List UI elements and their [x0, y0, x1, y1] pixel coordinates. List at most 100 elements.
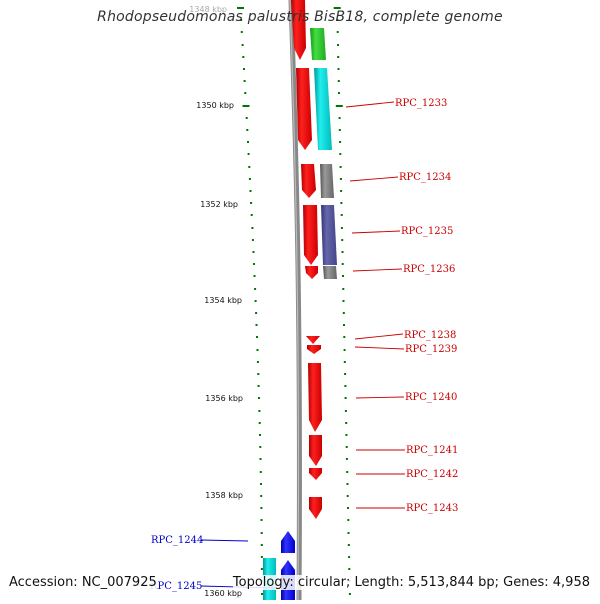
ruler-tick-right: [340, 190, 343, 192]
ruler-tick-left: [257, 385, 260, 387]
gene-label-rpc-1245[interactable]: RPC_1245: [150, 581, 202, 592]
gene-label-rpc-1233[interactable]: RPC_1233: [395, 98, 447, 109]
ruler-tick-left: [243, 68, 245, 70]
gene-arrow-red[interactable]: [309, 468, 322, 480]
gene-arrow-red[interactable]: [303, 205, 318, 265]
ruler-label: 1348 kbp: [189, 5, 227, 14]
gene-arrow-grey[interactable]: [323, 266, 337, 279]
gene-label-rpc-1240[interactable]: RPC_1240: [405, 392, 457, 403]
ruler-tick-right: [336, 31, 339, 33]
leader-line: [352, 268, 403, 272]
ruler-tick-right: [348, 556, 351, 558]
ruler-tick-left: [252, 251, 255, 253]
ruler-tick-left: [256, 349, 259, 351]
ruler-tick-right: [343, 336, 346, 338]
ruler-tick-left: [255, 312, 258, 314]
ruler-tick-left: [240, 31, 243, 33]
gene-arrow-red[interactable]: [296, 68, 312, 150]
ruler-tick-left: [256, 361, 259, 363]
ruler-label: 1354 kbp: [204, 296, 242, 305]
ruler-ticks-right: [333, 7, 351, 595]
ruler-tick-left: [247, 141, 249, 143]
ruler-tick-left: [249, 190, 252, 192]
ruler-tick-right: [348, 593, 351, 595]
ruler-tick-left: [242, 105, 250, 107]
ruler-tick-right: [343, 349, 346, 351]
ruler-tick-left: [260, 519, 263, 521]
ruler-tick-left: [259, 434, 261, 436]
ruler-tick-left: [256, 336, 258, 338]
ruler-label: 1356 kbp: [205, 394, 243, 403]
gene-label-rpc-1239[interactable]: RPC_1239: [405, 344, 457, 355]
gene-arrow-grey[interactable]: [320, 164, 334, 198]
ruler-tick-left: [237, 7, 244, 9]
ruler-tick-right: [340, 202, 343, 204]
ruler-tick-right: [342, 275, 344, 277]
leader-line: [354, 346, 405, 350]
gene-label-rpc-1236[interactable]: RPC_1236: [403, 264, 455, 275]
ruler-tick-right: [337, 44, 339, 46]
ruler-tick-left: [251, 239, 254, 241]
gene-label-rpc-1242[interactable]: RPC_1242: [406, 469, 458, 480]
ruler-tick-right: [337, 80, 340, 82]
leader-line: [355, 396, 405, 399]
gene-arrow-red[interactable]: [305, 266, 318, 279]
gene-label-rpc-1241[interactable]: RPC_1241: [406, 445, 458, 456]
ruler-tick-left: [246, 129, 249, 131]
ruler-tick-right: [345, 434, 348, 436]
ruler-tick-right: [348, 568, 351, 570]
gene-label-rpc-1238[interactable]: RPC_1238: [404, 330, 456, 341]
gene-arrow-slate[interactable]: [321, 205, 337, 265]
ruler-tick-right: [339, 153, 342, 155]
ruler-tick-left: [255, 324, 258, 326]
ruler-tick-left: [248, 178, 251, 180]
ruler-tick-right: [335, 105, 343, 107]
gene-label-rpc-1235[interactable]: RPC_1235: [401, 226, 453, 237]
ruler-tick-right: [338, 117, 341, 119]
ruler-tick-right: [341, 239, 344, 241]
gene-labels: RPC_1233 RPC_1234 RPC_1235 RPC_1236 RPC_…: [150, 98, 458, 592]
gene-label-rpc-1243[interactable]: RPC_1243: [406, 503, 458, 514]
ruler-tick-left: [260, 544, 263, 546]
gene-arrow-red[interactable]: [291, 0, 306, 60]
ruler-tick-right: [336, 19, 339, 21]
gene-arrow-red[interactable]: [306, 336, 320, 344]
ruler-tick-left: [260, 495, 263, 497]
gene-arrow-cyan[interactable]: [314, 68, 332, 150]
ruler-tick-left: [261, 593, 263, 595]
ruler-tick-left: [242, 56, 245, 58]
tick-marks: [237, 7, 351, 595]
gene-leader-lines: [200, 101, 405, 589]
ruler-tick-right: [340, 227, 343, 229]
leader-line: [349, 176, 399, 182]
ruler-tick-left: [244, 92, 247, 94]
ruler-tick-left: [257, 373, 260, 375]
ruler-tick-left: [253, 275, 256, 277]
ruler-tick-right: [337, 56, 340, 58]
ruler-tick-right: [339, 166, 342, 168]
ruler-tick-left: [251, 227, 254, 229]
gene-arrow-red[interactable]: [301, 164, 316, 198]
gene-arrow-blue[interactable]: [281, 531, 295, 553]
ruler-tick-left: [250, 202, 253, 204]
ruler-tick-right: [345, 446, 348, 448]
ruler-tick-right: [343, 324, 345, 326]
gene-features: [263, 0, 337, 600]
ruler-tick-left: [258, 410, 261, 412]
ruler-tick-left: [258, 397, 260, 399]
gene-arrow-red[interactable]: [309, 497, 322, 519]
ruler-tick-left: [240, 19, 243, 21]
ruler-tick-right: [337, 68, 340, 70]
gene-arrow-red[interactable]: [309, 435, 322, 466]
gene-arrow-green[interactable]: [310, 28, 326, 60]
ruler-tick-left: [259, 458, 262, 460]
gene-arrow-red[interactable]: [308, 363, 322, 432]
ruler-tick-right: [339, 141, 342, 143]
ruler-label: 1352 kbp: [200, 200, 238, 209]
ruler-tick-left: [260, 483, 262, 485]
gene-label-rpc-1234[interactable]: RPC_1234: [399, 172, 451, 183]
gene-label-rpc-1244[interactable]: RPC_1244: [151, 535, 203, 546]
ruler-tick-left: [259, 471, 262, 473]
gene-arrow-red[interactable]: [307, 345, 321, 354]
